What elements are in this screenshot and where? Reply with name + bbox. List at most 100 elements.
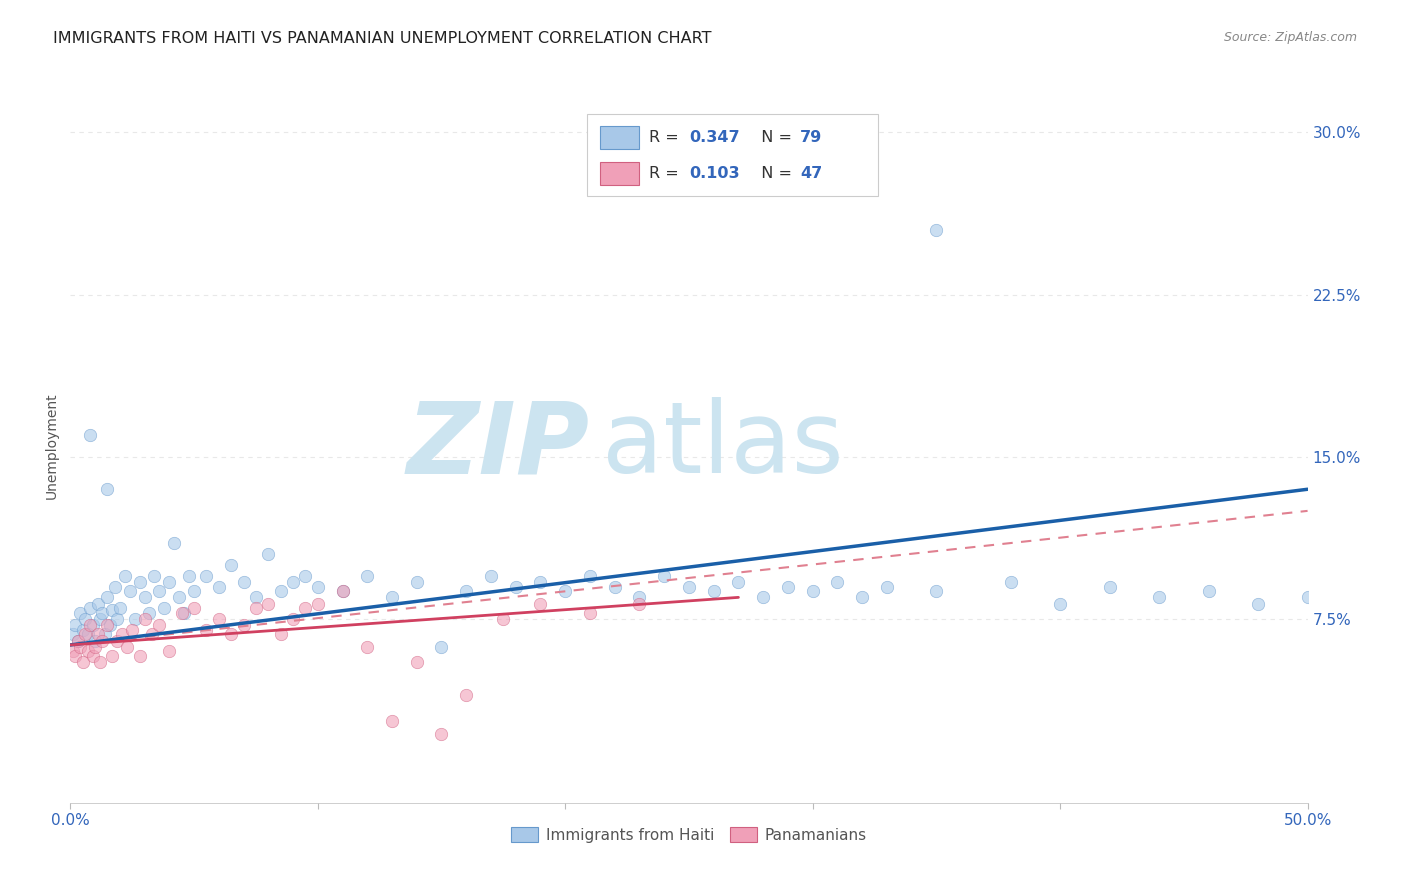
Point xyxy=(579,568,602,582)
Point xyxy=(98,618,121,632)
Point xyxy=(270,583,292,598)
Point xyxy=(65,618,87,632)
Point xyxy=(356,640,378,654)
Point xyxy=(124,612,146,626)
Point xyxy=(492,612,515,626)
Point xyxy=(62,627,84,641)
Point xyxy=(307,580,329,594)
Point xyxy=(505,580,527,594)
Point xyxy=(89,612,111,626)
Point xyxy=(1000,575,1022,590)
Point xyxy=(79,428,101,442)
Point xyxy=(195,623,218,637)
Point xyxy=(1049,597,1071,611)
Text: N =: N = xyxy=(751,166,797,181)
Point xyxy=(84,633,107,648)
Point xyxy=(141,627,163,641)
Point xyxy=(183,601,205,615)
Point xyxy=(79,601,101,615)
Point xyxy=(219,558,242,572)
FancyBboxPatch shape xyxy=(588,114,879,196)
Point xyxy=(75,627,97,641)
Point xyxy=(101,648,124,663)
Point xyxy=(456,688,478,702)
Text: 47: 47 xyxy=(800,166,823,181)
Point xyxy=(105,612,128,626)
Point xyxy=(62,644,84,658)
Point xyxy=(66,633,89,648)
FancyBboxPatch shape xyxy=(600,126,640,149)
Point xyxy=(925,583,948,598)
Point xyxy=(76,644,98,658)
Point xyxy=(163,536,186,550)
Point xyxy=(170,606,193,620)
Text: 79: 79 xyxy=(800,129,823,145)
Text: IMMIGRANTS FROM HAITI VS PANAMANIAN UNEMPLOYMENT CORRELATION CHART: IMMIGRANTS FROM HAITI VS PANAMANIAN UNEM… xyxy=(53,31,711,46)
Point xyxy=(138,606,160,620)
Point xyxy=(281,612,304,626)
Point xyxy=(108,601,131,615)
Point xyxy=(84,640,107,654)
Point xyxy=(776,580,799,594)
Point xyxy=(479,568,502,582)
Point xyxy=(96,482,118,496)
Point xyxy=(1198,583,1220,598)
Text: Source: ZipAtlas.com: Source: ZipAtlas.com xyxy=(1223,31,1357,45)
Point xyxy=(69,640,91,654)
Point xyxy=(332,583,354,598)
Point xyxy=(76,627,98,641)
Point xyxy=(294,568,316,582)
Point xyxy=(381,591,404,605)
Point xyxy=(105,633,128,648)
Point xyxy=(851,591,873,605)
Point xyxy=(430,640,453,654)
Point xyxy=(727,136,749,151)
Point xyxy=(104,580,127,594)
Text: 0.347: 0.347 xyxy=(689,129,740,145)
Point xyxy=(82,648,104,663)
Text: ZIP: ZIP xyxy=(406,398,591,494)
Point xyxy=(128,648,150,663)
Point xyxy=(232,575,254,590)
Point xyxy=(111,627,134,641)
Point xyxy=(121,623,143,637)
Point xyxy=(177,568,200,582)
Point xyxy=(628,591,651,605)
Point xyxy=(703,583,725,598)
Point xyxy=(356,568,378,582)
Point xyxy=(1247,597,1270,611)
Point xyxy=(727,575,749,590)
Point xyxy=(89,655,111,669)
Point xyxy=(86,627,108,641)
Point xyxy=(1296,591,1319,605)
Point xyxy=(134,591,156,605)
Point xyxy=(1147,591,1170,605)
Text: R =: R = xyxy=(650,129,685,145)
Point xyxy=(91,633,114,648)
Point xyxy=(245,601,267,615)
Point xyxy=(167,591,190,605)
Point xyxy=(72,655,94,669)
Point xyxy=(270,627,292,641)
Point xyxy=(801,583,824,598)
Point xyxy=(529,597,551,611)
Point xyxy=(1098,580,1121,594)
Point xyxy=(579,606,602,620)
Point xyxy=(128,575,150,590)
Text: 0.103: 0.103 xyxy=(689,166,740,181)
Point xyxy=(65,648,87,663)
Point xyxy=(652,568,675,582)
Point xyxy=(79,618,101,632)
Point xyxy=(72,623,94,637)
Point xyxy=(603,580,626,594)
Point xyxy=(245,591,267,605)
Point xyxy=(405,655,427,669)
Point xyxy=(143,568,166,582)
Text: N =: N = xyxy=(751,129,797,145)
Point xyxy=(678,580,700,594)
Point xyxy=(332,583,354,598)
Point xyxy=(208,612,231,626)
Point xyxy=(82,618,104,632)
Point xyxy=(257,597,280,611)
Point xyxy=(307,597,329,611)
